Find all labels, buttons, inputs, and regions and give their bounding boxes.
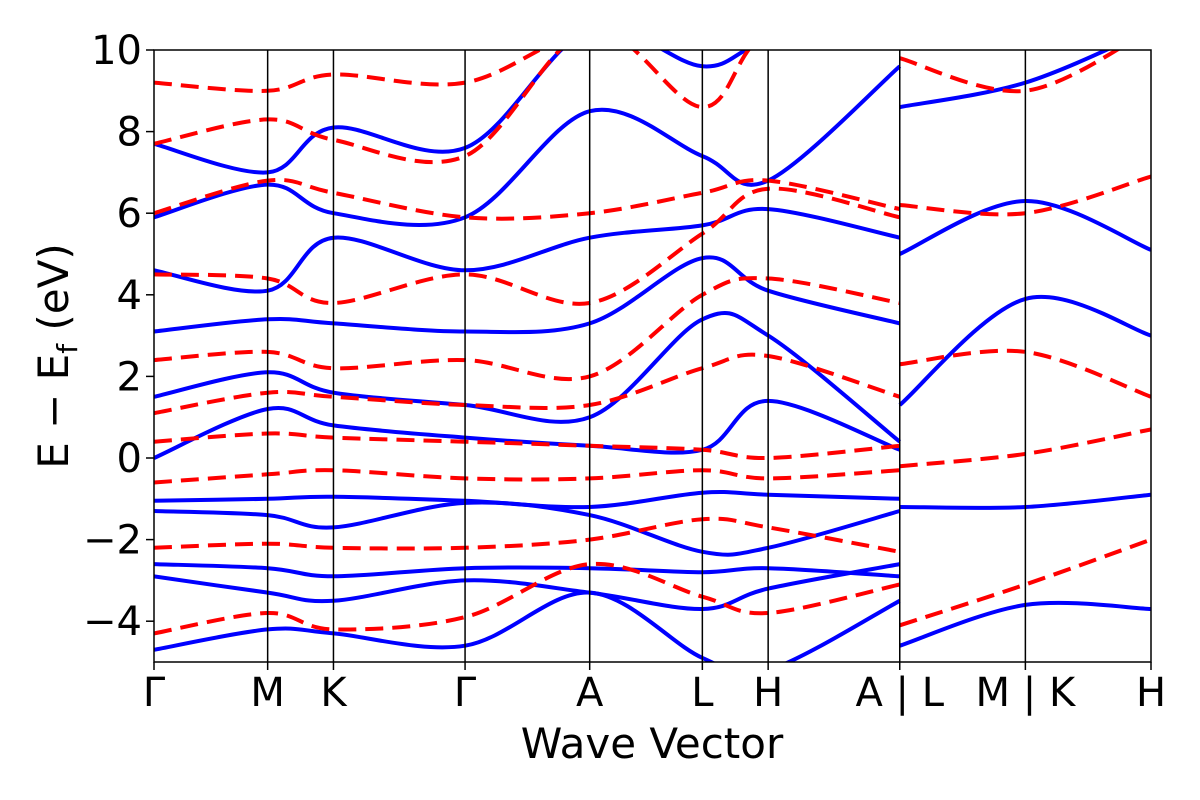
band-line-series0-0 [154, 590, 901, 662]
x-tick-label-1: M [250, 670, 285, 716]
band-line-series1-9 [154, 50, 544, 93]
bands-layer [154, 50, 1151, 662]
band-line-series0-2 [154, 562, 900, 579]
band-line-series1-2 [154, 468, 900, 485]
x-tick-label-7: A | L [855, 670, 944, 716]
x-tick-label-2: K [320, 670, 348, 716]
y-axis-label-subscript: f [51, 343, 84, 354]
x-tick-label-6: H [753, 670, 783, 716]
band-line-series0-3 [154, 500, 901, 557]
band-line-series0-8 [154, 206, 901, 294]
y-tick-label-7: −4 [83, 599, 142, 645]
band-line-series1-8 [154, 50, 751, 165]
band-line-series1-5 [154, 276, 901, 382]
y-tick-label-5: 0 [117, 436, 142, 482]
band-line-series1-13 [899, 174, 1151, 217]
band-line-series1-1 [154, 516, 901, 554]
y-tick-label-4: 2 [117, 354, 142, 400]
y-tick-label-1: 8 [117, 110, 142, 156]
x-tick-label-3: Γ [454, 670, 477, 716]
x-tick-label-8: M | K [976, 670, 1077, 716]
band-line-series1-11 [899, 427, 1151, 469]
kpoint-divider-lines [266, 50, 1027, 662]
y-tick-label-6: −2 [83, 518, 142, 564]
band-line-series1-12 [899, 348, 1151, 399]
y-axis-label: E − Ef (eV) [29, 243, 84, 469]
x-tick-label-0: Γ [143, 670, 166, 716]
band-line-series1-6 [154, 186, 901, 306]
y-tick-label-2: 6 [117, 191, 142, 237]
band-line-series0-4 [154, 489, 900, 510]
band-line-series0-10 [154, 50, 750, 175]
band-line-series1-0 [154, 561, 901, 636]
band-line-series1-10 [899, 537, 1151, 628]
x-tick-label-4: A [576, 670, 604, 716]
band-line-series0-7 [154, 255, 901, 335]
y-axis-label-unit: (eV) [29, 243, 78, 344]
band-line-series1-14 [899, 50, 1121, 94]
x-tick-label-9: H [1136, 670, 1166, 716]
x-tick-label-5: L [691, 670, 714, 716]
plot-frame [153, 49, 1152, 663]
y-tick-label-0: 10 [91, 28, 142, 74]
x-axis-label: Wave Vector [521, 719, 784, 768]
y-axis-label-main: E − E [29, 354, 78, 469]
band-line-series0-5 [154, 398, 901, 460]
y-axis-ticks: 10 8 6 4 2 0 −2 −4 [83, 28, 154, 645]
band-line-series1-3 [154, 431, 900, 461]
y-tick-label-3: 4 [117, 273, 142, 319]
